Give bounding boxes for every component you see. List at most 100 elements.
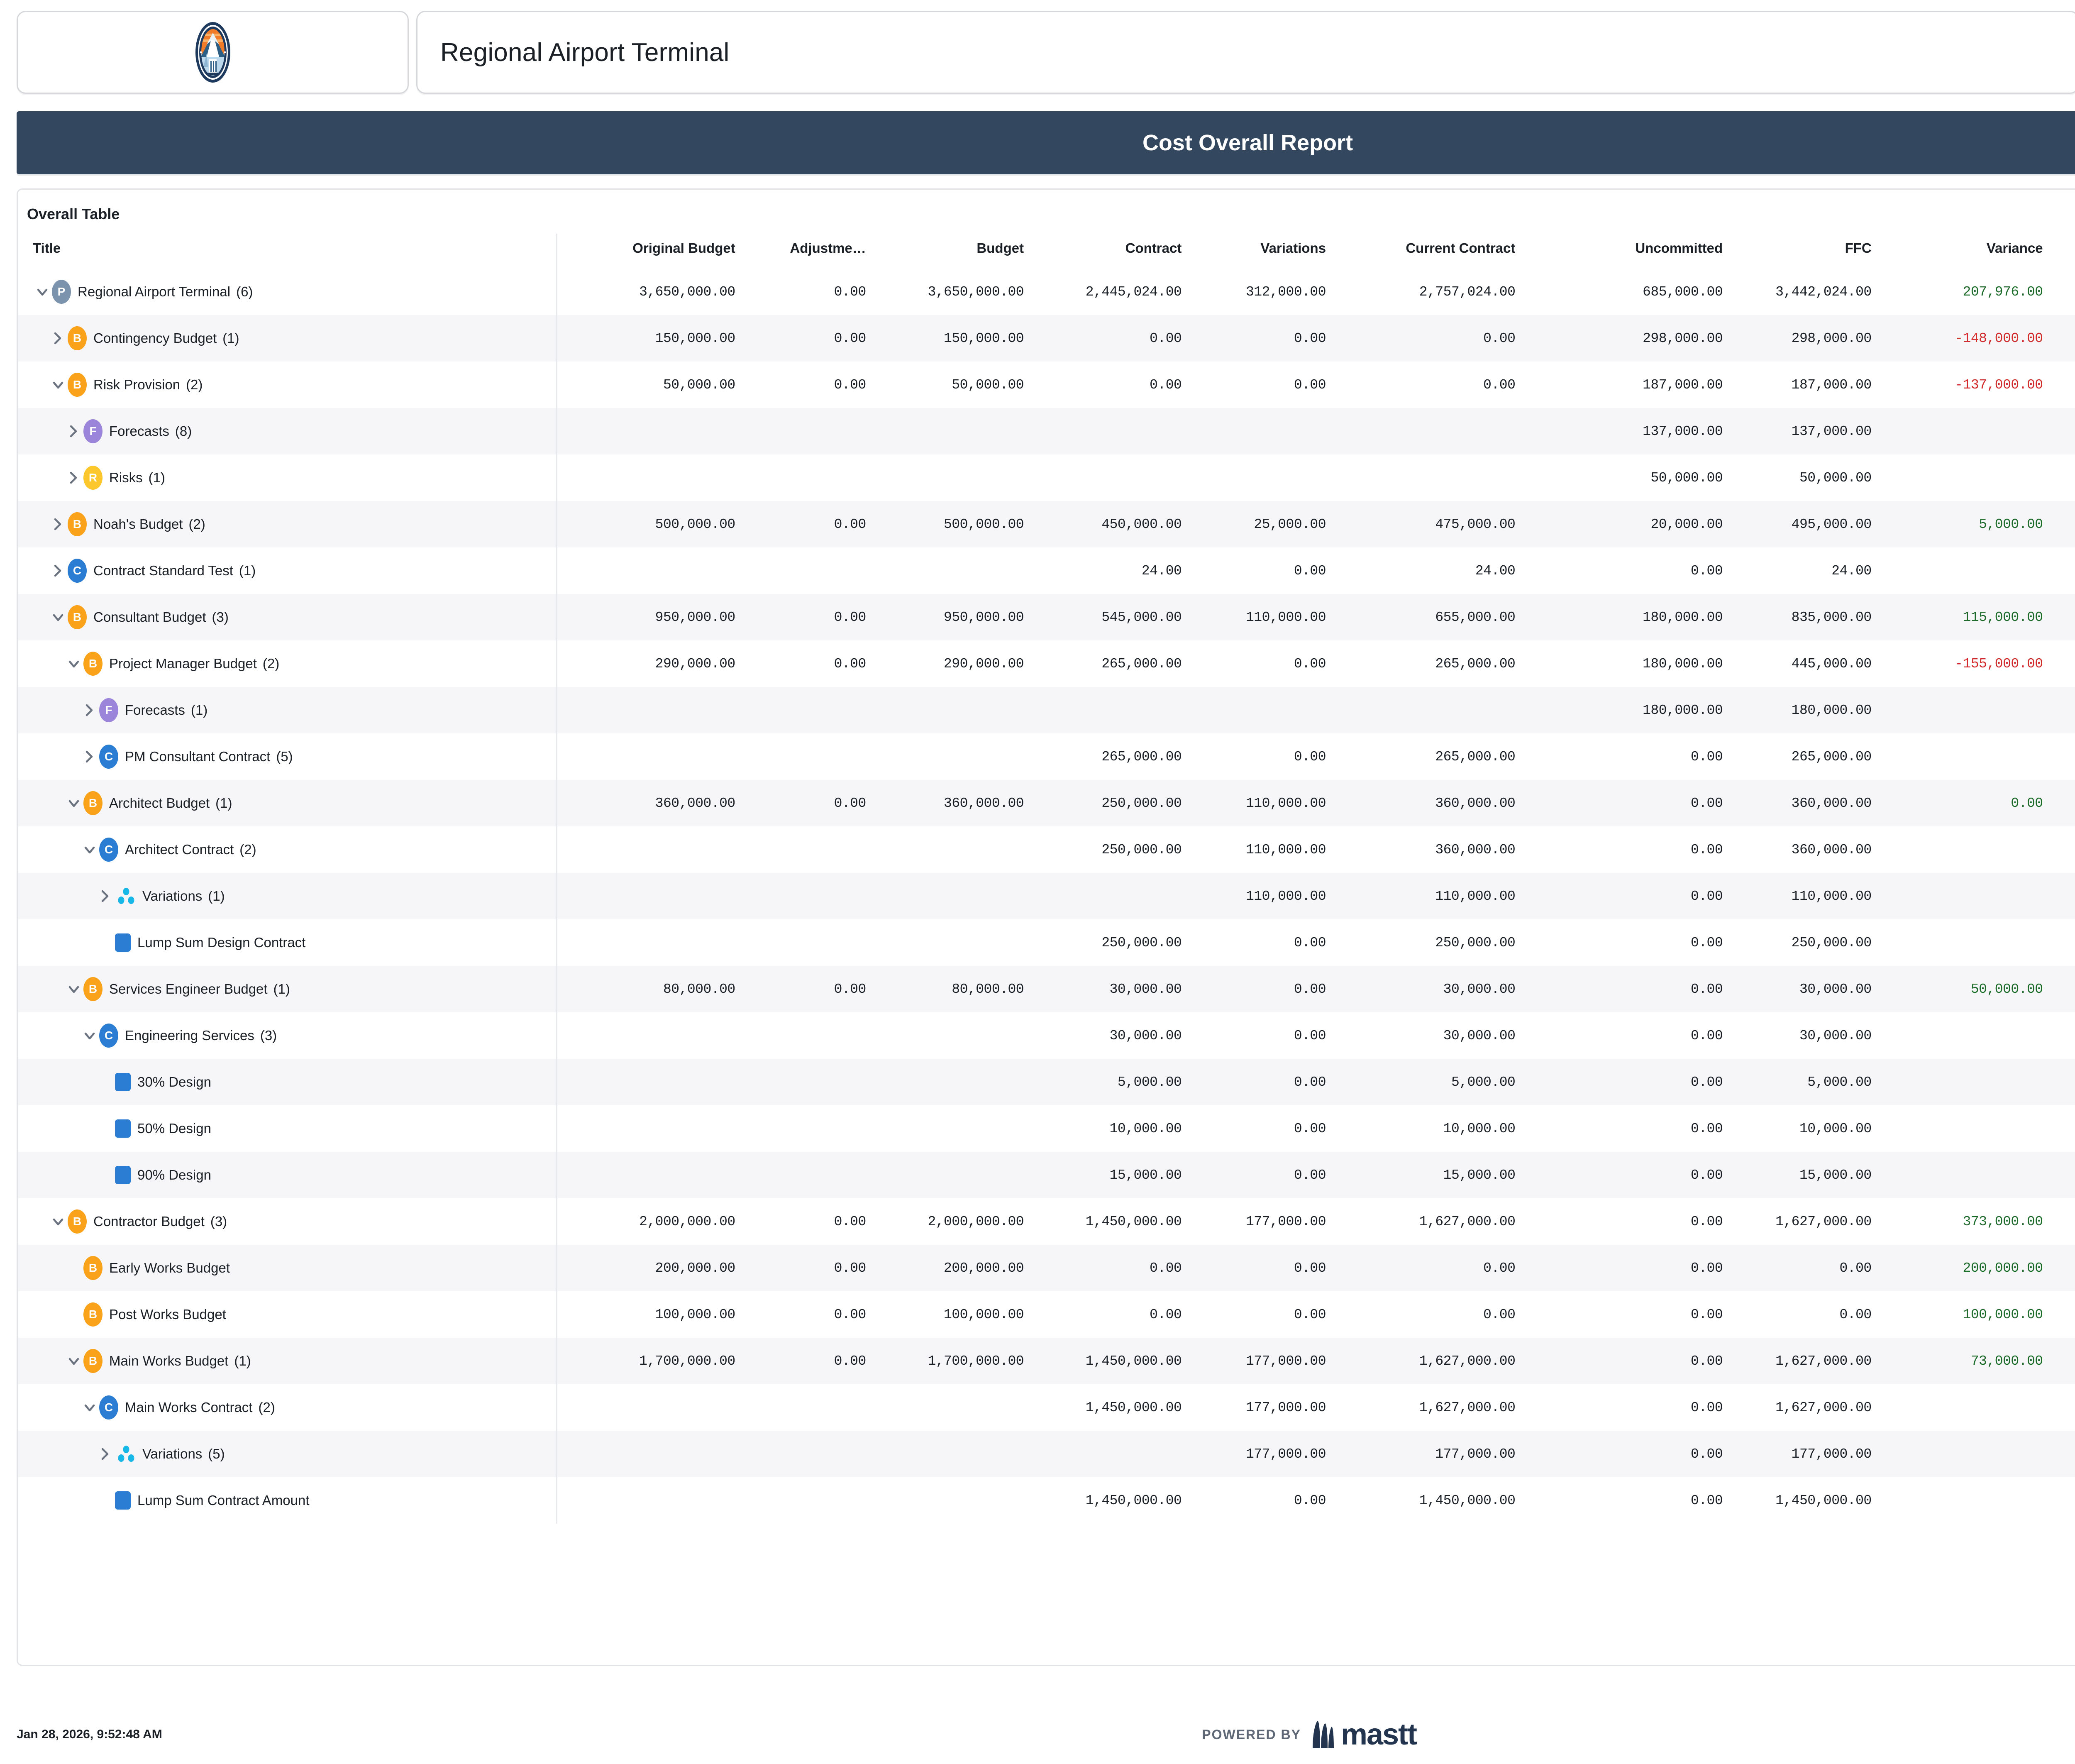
column-header-current-contract[interactable]: Current Contract [1406, 240, 1516, 256]
chevron-right-icon[interactable] [64, 468, 83, 487]
table-row[interactable]: B Project Manager Budget (2) 290,000.00 0.00… [18, 640, 2075, 687]
table-row[interactable]: B Contractor Budget (3) 2,000,000.00 0.00 2,0… [18, 1198, 2075, 1245]
cell-adjustments: 0.00 [746, 780, 877, 826]
cell-adjustments [746, 1105, 877, 1152]
table-row[interactable]: C Main Works Contract (2) 1,450,000.00 177,0… [18, 1384, 2075, 1431]
table-row[interactable]: B Main Works Budget (1) 1,700,000.00 0.00 1,7… [18, 1338, 2075, 1384]
table-row[interactable]: C Contract Standard Test (1) 24.00 0.00 24.00… [18, 547, 2075, 594]
cell-budget: 2,000,000.00 [928, 1214, 1024, 1229]
cell-total-paid: 10,000.00 [2054, 1105, 2075, 1152]
table-row[interactable]: Variations (5) 177,000.00 177,000.00 0.00 177… [18, 1431, 2075, 1477]
cell-contract [1035, 687, 1193, 733]
cell-uncommitted: 0.00 [1690, 1028, 1723, 1043]
chevron-down-icon[interactable] [80, 1026, 99, 1045]
chevron-right-icon[interactable] [80, 701, 99, 720]
table-row[interactable]: B Early Works Budget 200,000.00 0.00 200,000… [18, 1245, 2075, 1291]
row-title-cell: B Noah's Budget (2) [18, 501, 557, 547]
cell-variance [1882, 873, 2054, 919]
report-banner: Cost Overall Report [17, 111, 2075, 174]
cell-total-paid: 181,000.00 [2054, 733, 2075, 780]
cell-variance [1882, 547, 2054, 594]
chevron-right-icon[interactable] [80, 747, 99, 766]
cell-ffc: 835,000.00 [1733, 594, 1882, 640]
chevron-down-icon[interactable] [64, 980, 83, 999]
cell-original-budget: 2,000,000.00 [639, 1214, 735, 1229]
table-row[interactable]: Lump Sum Design Contract 250,000.00 0.00 25… [18, 919, 2075, 966]
chevron-down-icon[interactable] [64, 1351, 83, 1371]
chevron-right-icon[interactable] [96, 1444, 115, 1463]
column-header-variance[interactable]: Variance [1986, 240, 2043, 256]
cell-current-contract: 655,000.00 [1337, 594, 1526, 640]
row-child-count: (2) [258, 1400, 275, 1415]
cell-variance [1882, 919, 2054, 966]
cell-current-contract [1337, 454, 1526, 501]
chevron-down-icon[interactable] [64, 654, 83, 673]
row-label: Post Works Budget [109, 1307, 226, 1322]
cell-original-budget [557, 873, 746, 919]
column-header-variations[interactable]: Variations [1260, 240, 1326, 256]
table-row[interactable]: B Architect Budget (1) 360,000.00 0.00 360,00… [18, 780, 2075, 826]
column-header-uncommitted[interactable]: Uncommitted [1635, 240, 1723, 256]
row-title-cell: B Risk Provision (2) [18, 362, 557, 408]
cell-current-contract: 250,000.00 [1435, 935, 1516, 950]
chevron-down-icon[interactable] [80, 840, 99, 859]
column-header-title[interactable]: Title [18, 234, 557, 269]
table-row[interactable]: B Risk Provision (2) 50,000.00 0.00 50,000.00… [18, 362, 2075, 408]
cell-uncommitted: 0.00 [1526, 1431, 1734, 1477]
chevron-down-icon[interactable] [49, 608, 68, 627]
cell-contract: 30,000.00 [1109, 1028, 1182, 1043]
table-row[interactable]: C Engineering Services (3) 30,000.00 0.00 30,… [18, 1012, 2075, 1059]
cell-ffc: 137,000.00 [1733, 408, 1882, 454]
table-row[interactable]: B Post Works Budget 100,000.00 0.00 100,000.… [18, 1291, 2075, 1338]
column-header-ffc[interactable]: FFC [1845, 240, 1872, 256]
table-row[interactable]: B Consultant Budget (3) 950,000.00 0.00 950,0… [18, 594, 2075, 640]
row-child-count: (5) [208, 1446, 225, 1461]
cell-total-paid: 1,415,000.00 [2053, 1338, 2075, 1384]
table-row[interactable]: 90% Design 15,000.00 0.00 15,000.00 0.00 15,0… [18, 1152, 2075, 1198]
column-header-contract[interactable]: Contract [1125, 240, 1182, 256]
chevron-down-icon[interactable] [80, 1398, 99, 1417]
cell-current-contract: 30,000.00 [1337, 966, 1526, 1012]
chevron-right-icon[interactable] [96, 887, 115, 906]
cell-total-paid: 0.00 [2053, 315, 2075, 362]
chevron-down-icon[interactable] [49, 375, 68, 394]
column-header-budget[interactable]: Budget [976, 240, 1024, 256]
cell-variations: 312,000.00 [1246, 284, 1326, 300]
table-row[interactable]: FForecasts(1)180,000.00180,000.000.00180… [18, 687, 2075, 733]
chevron-right-icon[interactable] [49, 515, 68, 534]
column-header-total-paid[interactable]: Total Paid [2054, 234, 2075, 269]
column-header-adjustments[interactable]: Adjustme… [790, 240, 866, 256]
cell-contract [1035, 1431, 1193, 1477]
tree-spacer [64, 1258, 83, 1278]
chevron-right-icon[interactable] [49, 329, 68, 348]
cell-ffc: 0.00 [1839, 1307, 1872, 1322]
cell-current-contract: 1,627,000.00 [1337, 1338, 1526, 1384]
cell-ffc: 250,000.00 [1791, 935, 1872, 950]
column-header-original-budget[interactable]: Original Budget [632, 240, 735, 256]
cell-adjustments [746, 1477, 877, 1524]
chevron-down-icon[interactable] [33, 282, 52, 301]
table-row[interactable]: B Contingency Budget (1) 150,000.00 0.00 150,… [18, 315, 2075, 362]
cell-variations [1192, 454, 1337, 501]
overall-table: Title Original Budget Adjustme… Budget C… [18, 234, 2075, 1524]
table-row[interactable]: Lump Sum Contract Amount 1,450,000.00 0.00… [18, 1477, 2075, 1524]
table-row[interactable]: P Regional Airport Terminal (6) 3,650,000.0… [18, 269, 2075, 315]
table-row[interactable]: C Architect Contract (2) 250,000.00 110,000.… [18, 826, 2075, 873]
table-row[interactable]: FForecasts(8)137,000.00137,000.000.00137… [18, 408, 2075, 454]
table-row[interactable]: C PM Consultant Contract (5) 265,000.00 0.00… [18, 733, 2075, 780]
chevron-down-icon[interactable] [49, 1212, 68, 1231]
cell-uncommitted: 187,000.00 [1643, 377, 1723, 393]
chevron-right-icon[interactable] [49, 561, 68, 580]
cell-uncommitted: 180,000.00 [1526, 687, 1734, 733]
table-row[interactable]: 30% Design 5,000.00 0.00 5,000.00 0.00 5,000.… [18, 1059, 2075, 1105]
cell-original-budget [557, 733, 746, 780]
table-row[interactable]: B Noah's Budget (2) 500,000.00 0.00 500,000.0… [18, 501, 2075, 547]
cell-original-budget: 200,000.00 [557, 1245, 746, 1291]
cell-contract: 250,000.00 [1101, 935, 1182, 950]
chevron-right-icon[interactable] [64, 422, 83, 441]
chevron-down-icon[interactable] [64, 794, 83, 813]
table-row[interactable]: B Services Engineer Budget (1) 80,000.00 0.0… [18, 966, 2075, 1012]
table-row[interactable]: 50% Design 10,000.00 0.00 10,000.00 0.00 10,0… [18, 1105, 2075, 1152]
table-row[interactable]: Variations (1) 110,000.00 110,000.00 0.00 110… [18, 873, 2075, 919]
